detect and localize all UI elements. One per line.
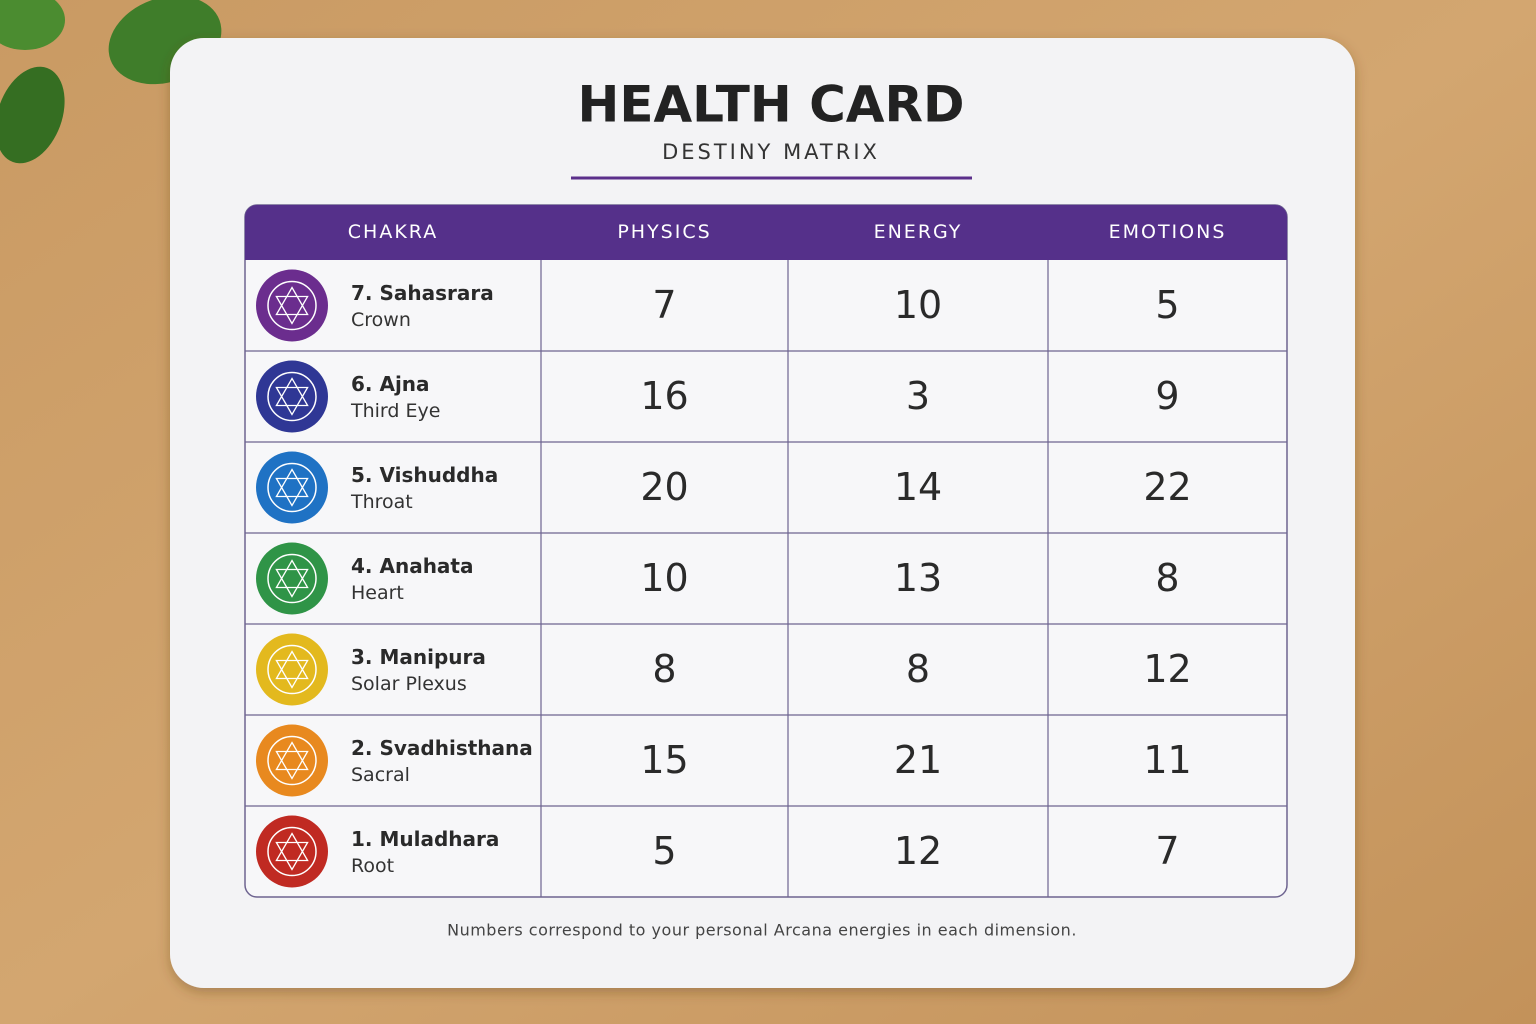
icon-triangle — [275, 477, 309, 507]
cell-value: 14 — [894, 465, 942, 509]
chakra-name: 2. Svadhisthana — [351, 736, 533, 760]
chakra-icon — [256, 542, 328, 615]
icon-triangle — [275, 741, 309, 771]
column-header: ENERGY — [874, 221, 963, 243]
cell-value: 12 — [1143, 647, 1191, 691]
icon-triangle — [275, 386, 309, 416]
chakra-icon — [256, 360, 328, 433]
icon-ring — [267, 553, 317, 604]
icon-triangle — [275, 750, 309, 780]
icon-ring — [267, 462, 317, 513]
chakra-area: Third Eye — [350, 400, 440, 422]
cell-value: 20 — [640, 465, 688, 509]
cell-value: 15 — [640, 738, 688, 782]
subtitle: DESTINY MATRIX — [662, 140, 880, 164]
icon-triangle — [275, 568, 309, 598]
icon-triangle — [275, 832, 309, 862]
chakra-name: 1. Muladhara — [351, 827, 499, 851]
column-header: PHYSICS — [617, 221, 711, 243]
chakra-name: 3. Manipura — [351, 645, 486, 669]
chakra-icon — [256, 724, 328, 797]
cell-value: 10 — [640, 556, 688, 600]
icon-circle — [256, 724, 328, 797]
chakra-icon — [256, 815, 328, 888]
icon-triangle — [275, 841, 309, 871]
cell-value: 21 — [894, 738, 942, 782]
chakra-area: Throat — [350, 491, 413, 513]
icon-triangle — [275, 650, 309, 680]
cell-value: 10 — [894, 283, 942, 327]
cell-value: 12 — [894, 829, 942, 873]
icon-ring — [267, 644, 317, 695]
table: CHAKRA PHYSICS ENERGY EMOTIONS 7. Sahasrara C… — [245, 221, 1287, 897]
icon-ring — [267, 371, 317, 422]
cell-value: 11 — [1143, 738, 1191, 782]
icon-ring — [267, 735, 317, 786]
icon-triangle — [275, 659, 309, 689]
chakra-name: 6. Ajna — [351, 372, 430, 396]
cell-value: 7 — [652, 283, 676, 327]
column-header: EMOTIONS — [1109, 221, 1227, 243]
icon-triangle — [275, 377, 309, 407]
cell-value: 9 — [1155, 374, 1179, 418]
footer-note: Numbers correspond to your personal Arca… — [447, 921, 1077, 940]
cell-value: 22 — [1143, 465, 1191, 509]
icon-ring — [267, 826, 317, 877]
chakra-name: 4. Anahata — [351, 554, 473, 578]
chakra-icon — [256, 633, 328, 706]
icon-triangle — [275, 559, 309, 589]
chakra-name: 5. Vishuddha — [351, 463, 498, 487]
icon-circle — [256, 360, 328, 433]
chakra-icon — [256, 269, 328, 342]
icon-triangle — [275, 295, 309, 325]
icon-circle — [256, 633, 328, 706]
leaf — [0, 0, 65, 50]
icon-circle — [256, 815, 328, 888]
column-header: CHAKRA — [348, 221, 438, 243]
title: HEALTH CARD — [577, 76, 964, 134]
cell-value: 5 — [1155, 283, 1179, 327]
icon-circle — [256, 451, 328, 524]
cell-value: 3 — [906, 374, 930, 418]
icon-circle — [256, 269, 328, 342]
chakra-area: Root — [351, 855, 394, 877]
cell-value: 13 — [894, 556, 942, 600]
cell-value: 8 — [1155, 556, 1179, 600]
icon-triangle — [275, 286, 309, 316]
cell-value: 5 — [652, 829, 676, 873]
chakra-area: Sacral — [351, 764, 410, 786]
icon-circle — [256, 542, 328, 615]
leaf — [0, 66, 65, 164]
cell-value: 8 — [652, 647, 676, 691]
chakra-icon — [256, 451, 328, 524]
icon-ring — [267, 280, 317, 331]
chakra-area: Heart — [351, 582, 404, 604]
table-header — [245, 205, 1287, 260]
cell-value: 8 — [906, 647, 930, 691]
cell-value: 16 — [640, 374, 688, 418]
chakra-area: Solar Plexus — [351, 673, 467, 695]
icon-triangle — [275, 468, 309, 498]
chakra-name: 7. Sahasrara — [351, 281, 494, 305]
cell-value: 7 — [1155, 829, 1179, 873]
chakra-area: Crown — [351, 309, 411, 331]
